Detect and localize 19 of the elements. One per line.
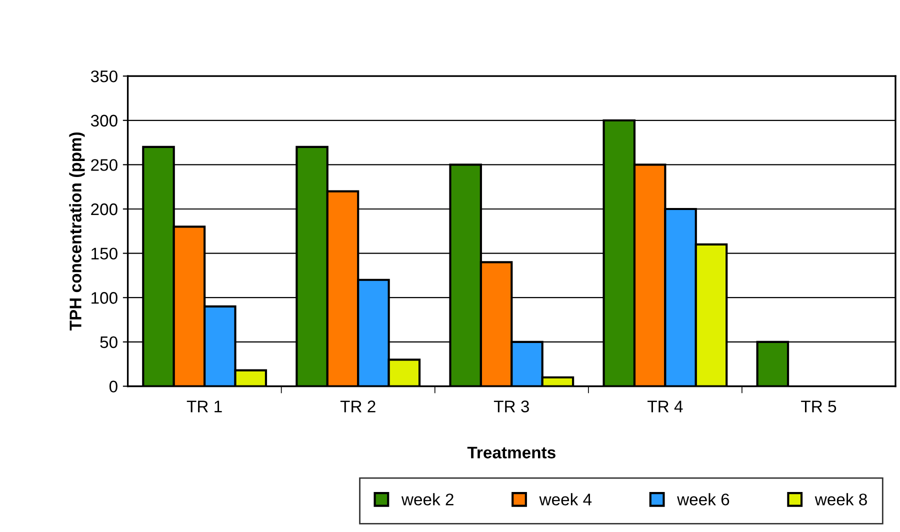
y-tick-label: 250	[91, 159, 118, 171]
x-tick-label: TR 1	[186, 400, 222, 412]
x-tick-label: TR 5	[801, 400, 836, 412]
legend-label: week 6	[677, 493, 730, 506]
legend-label: week 8	[814, 493, 867, 506]
y-axis-title: TPH concentration (ppm)	[69, 132, 85, 330]
x-tick-label: TR 2	[340, 400, 376, 412]
y-tick-label: 100	[92, 292, 118, 304]
legend-label: week 4	[539, 493, 592, 506]
x-axis-title: Treatments	[467, 446, 556, 458]
x-tick-label: TR 4	[648, 400, 683, 412]
x-tick-label: TR 3	[494, 400, 529, 412]
y-tick-label: 300	[90, 114, 118, 127]
y-tick-label: 200	[91, 203, 118, 216]
y-tick-label: 50	[100, 336, 118, 348]
y-tick-label: 150	[92, 248, 118, 260]
y-tick-label: 350	[90, 70, 118, 82]
legend-label: week 2	[401, 493, 454, 506]
y-tick-label: 0	[109, 380, 118, 392]
